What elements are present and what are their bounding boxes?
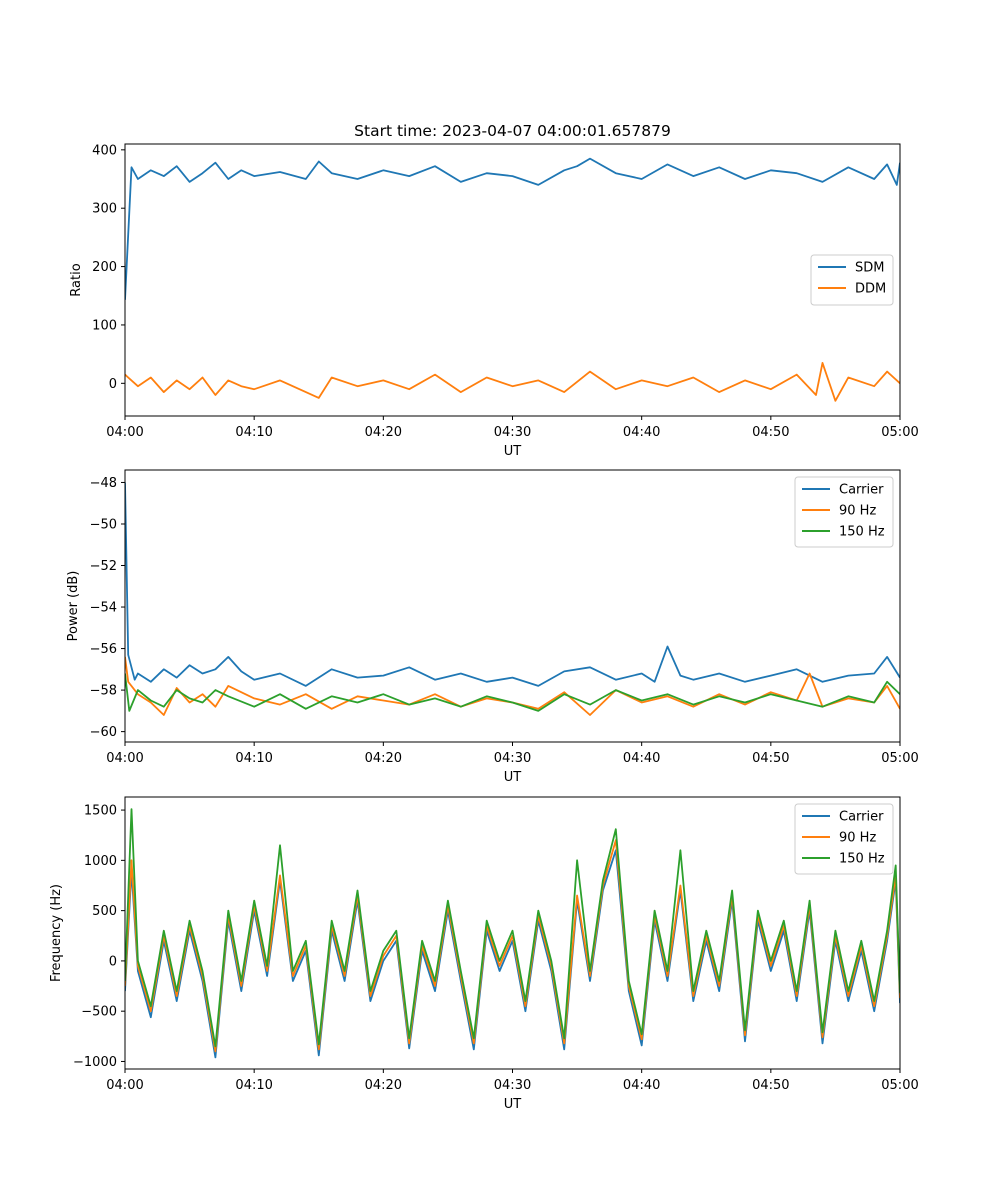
legend-entry-sdm: SDM [855, 261, 884, 276]
y-tick-label: −1000 [73, 1055, 117, 1070]
legend: Carrier 90 Hz 150 Hz [794, 476, 894, 548]
series-group [125, 157, 900, 402]
y-tick-label: 200 [92, 260, 117, 275]
x-tick-label: 05:00 [881, 425, 918, 440]
series-line-ddm [125, 362, 900, 402]
x-axis-label: UT [504, 444, 522, 459]
x-tick-label: 05:00 [881, 751, 918, 766]
x-tick-label: 04:10 [235, 1078, 272, 1093]
y-tick-label: −500 [81, 1005, 117, 1020]
y-tick-label: −60 [90, 725, 117, 740]
x-tick-label: 04:10 [235, 425, 272, 440]
y-tick-label: −52 [90, 559, 117, 574]
series-group [125, 482, 900, 716]
x-tick-label: 04:50 [752, 751, 789, 766]
legend-entry-150-hz: 150 Hz [839, 852, 885, 867]
y-tick-label: −48 [90, 476, 117, 491]
series-line-carrier [125, 482, 900, 687]
x-tick-label: 05:00 [881, 1078, 918, 1093]
legend-entry-90-hz: 90 Hz [839, 831, 876, 846]
legend-entry-ddm: DDM [855, 282, 886, 297]
y-tick-label: −54 [90, 601, 117, 616]
y-axis-label: Power (dB) [66, 571, 81, 642]
series-group [125, 808, 900, 1059]
y-tick-label: 100 [92, 318, 117, 333]
x-tick-label: 04:00 [106, 751, 143, 766]
legend: Carrier 90 Hz 150 Hz [794, 803, 894, 875]
panel-2: 04:00 04:10 04:20 04:30 04:40 04:50 05:00 −60 −5… [66, 469, 919, 785]
y-tick-label: 500 [92, 904, 117, 919]
x-axis-label: UT [504, 770, 522, 785]
x-tick-label: 04:20 [365, 425, 402, 440]
y-tick-label: 1500 [84, 804, 117, 819]
x-tick-label: 04:50 [752, 1078, 789, 1093]
legend-box [794, 476, 894, 548]
x-tick-label: 04:00 [106, 1078, 143, 1093]
panels: 04:00 04:10 04:20 04:30 04:40 04:50 05:00 0 100 2… [49, 143, 919, 1112]
x-tick-label: 04:30 [494, 1078, 531, 1093]
legend: SDM DDM [810, 254, 894, 306]
y-tick-label: 0 [109, 377, 117, 392]
x-tick-label: 04:40 [623, 751, 660, 766]
y-tick-label: 1000 [84, 854, 117, 869]
y-tick-label: 300 [92, 202, 117, 217]
panel-1: 04:00 04:10 04:20 04:30 04:40 04:50 05:00 0 100 2… [69, 143, 919, 459]
y-tick-label: −58 [90, 684, 117, 699]
legend-box [794, 803, 894, 875]
x-tick-label: 04:40 [623, 1078, 660, 1093]
series-line-150-hz [125, 808, 900, 1048]
panel-3: 04:00 04:10 04:20 04:30 04:40 04:50 05:00 −1000… [49, 796, 919, 1112]
legend-entry-150-hz: 150 Hz [839, 525, 885, 540]
figure-title: Start time: 2023-04-07 04:00:01.657879 [354, 122, 671, 140]
legend-entry-carrier: Carrier [839, 810, 884, 825]
x-axis-label: UT [504, 1097, 522, 1112]
y-tick-label: 0 [109, 954, 117, 969]
x-tick-label: 04:20 [365, 1078, 402, 1093]
x-tick-label: 04:50 [752, 425, 789, 440]
x-tick-label: 04:40 [623, 425, 660, 440]
y-axis-label: Ratio [69, 263, 84, 296]
series-line-150-hz [125, 673, 900, 712]
legend-entry-carrier: Carrier [839, 483, 884, 498]
legend-entry-90-hz: 90 Hz [839, 504, 876, 519]
series-line-sdm [125, 157, 900, 300]
x-tick-label: 04:10 [235, 751, 272, 766]
y-axis-label: Frequency (Hz) [49, 884, 64, 982]
x-tick-label: 04:00 [106, 425, 143, 440]
x-tick-label: 04:30 [494, 425, 531, 440]
y-tick-label: −50 [90, 517, 117, 532]
y-tick-label: −56 [90, 642, 117, 657]
x-tick-label: 04:20 [365, 751, 402, 766]
x-tick-label: 04:30 [494, 751, 531, 766]
y-tick-label: 400 [92, 143, 117, 158]
